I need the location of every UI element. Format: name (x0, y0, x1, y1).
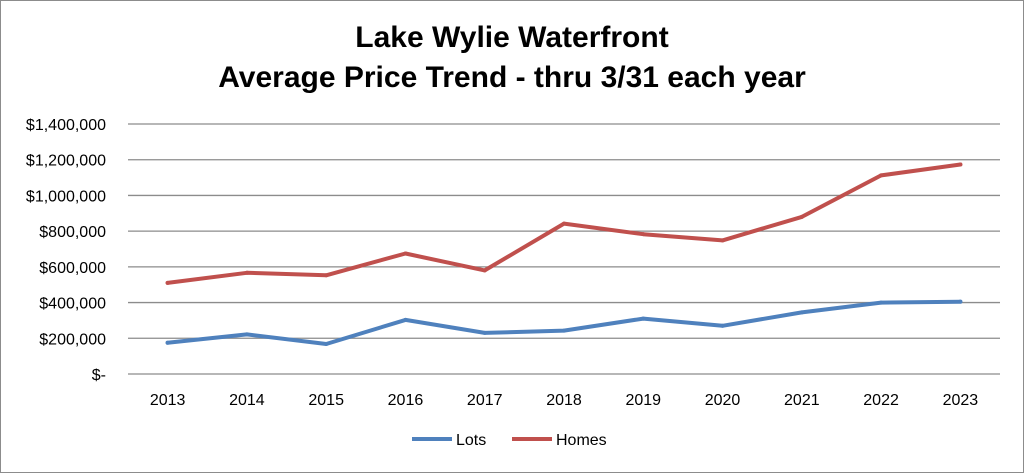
data-point-lots (958, 299, 963, 304)
data-point-homes (720, 238, 725, 243)
x-tick-label: 2013 (150, 392, 186, 409)
gridlines (128, 123, 1000, 375)
legend: Lots Homes (412, 432, 607, 449)
x-tick-label: 2021 (784, 392, 820, 409)
data-point-homes (562, 221, 566, 226)
chart-title: Lake Wylie Waterfront Average Price Tren… (0, 18, 1024, 98)
data-point-lots (562, 328, 566, 333)
data-point-homes (403, 251, 408, 256)
x-tick-label: 2022 (863, 392, 899, 409)
series-lines (165, 162, 963, 346)
y-tick-label: $- (92, 367, 106, 384)
data-point-homes (482, 268, 487, 273)
data-point-lots (879, 300, 884, 305)
data-point-lots (165, 340, 170, 345)
y-tick-label: $1,200,000 (26, 153, 106, 170)
x-axis-ticks: 2013 2014 2015 2016 2017 2018 2019 2020 2021 2022… (150, 392, 978, 409)
data-point-lots (324, 342, 329, 346)
x-tick-label: 2017 (467, 392, 503, 409)
x-tick-label: 2020 (705, 392, 741, 409)
y-axis-ticks: $- $200,000 $400,000 $600,000 $800,000 $1,000… (26, 117, 106, 384)
data-point-homes (641, 232, 646, 237)
x-tick-label: 2014 (229, 392, 265, 409)
chart-title-line-2: Average Price Trend - thru 3/31 each yea… (218, 61, 806, 94)
x-tick-label: 2016 (388, 392, 424, 409)
y-tick-label: $1,400,000 (26, 117, 106, 134)
data-point-homes (958, 162, 963, 167)
x-tick-label: 2015 (308, 392, 344, 409)
data-point-homes (799, 214, 804, 219)
y-tick-label: $400,000 (39, 296, 106, 313)
data-point-lots (641, 316, 646, 321)
data-point-lots (720, 323, 725, 328)
data-point-homes (165, 280, 170, 285)
y-tick-label: $800,000 (39, 224, 106, 241)
y-tick-label: $600,000 (39, 260, 106, 277)
data-point-homes (324, 273, 329, 278)
data-point-lots (482, 330, 487, 335)
legend-label-homes: Homes (556, 432, 607, 449)
chart-title-line-1: Lake Wylie Waterfront (355, 21, 669, 54)
x-tick-label: 2018 (546, 392, 582, 409)
data-point-homes (879, 173, 884, 178)
legend-label-lots: Lots (456, 432, 486, 449)
x-tick-label: 2019 (625, 392, 661, 409)
data-point-lots (799, 310, 804, 315)
data-point-homes (244, 270, 249, 275)
data-point-lots (244, 332, 249, 337)
data-point-lots (403, 317, 408, 322)
y-tick-label: $200,000 (39, 331, 106, 348)
x-tick-label: 2023 (943, 392, 979, 409)
y-tick-label: $1,000,000 (26, 188, 106, 205)
